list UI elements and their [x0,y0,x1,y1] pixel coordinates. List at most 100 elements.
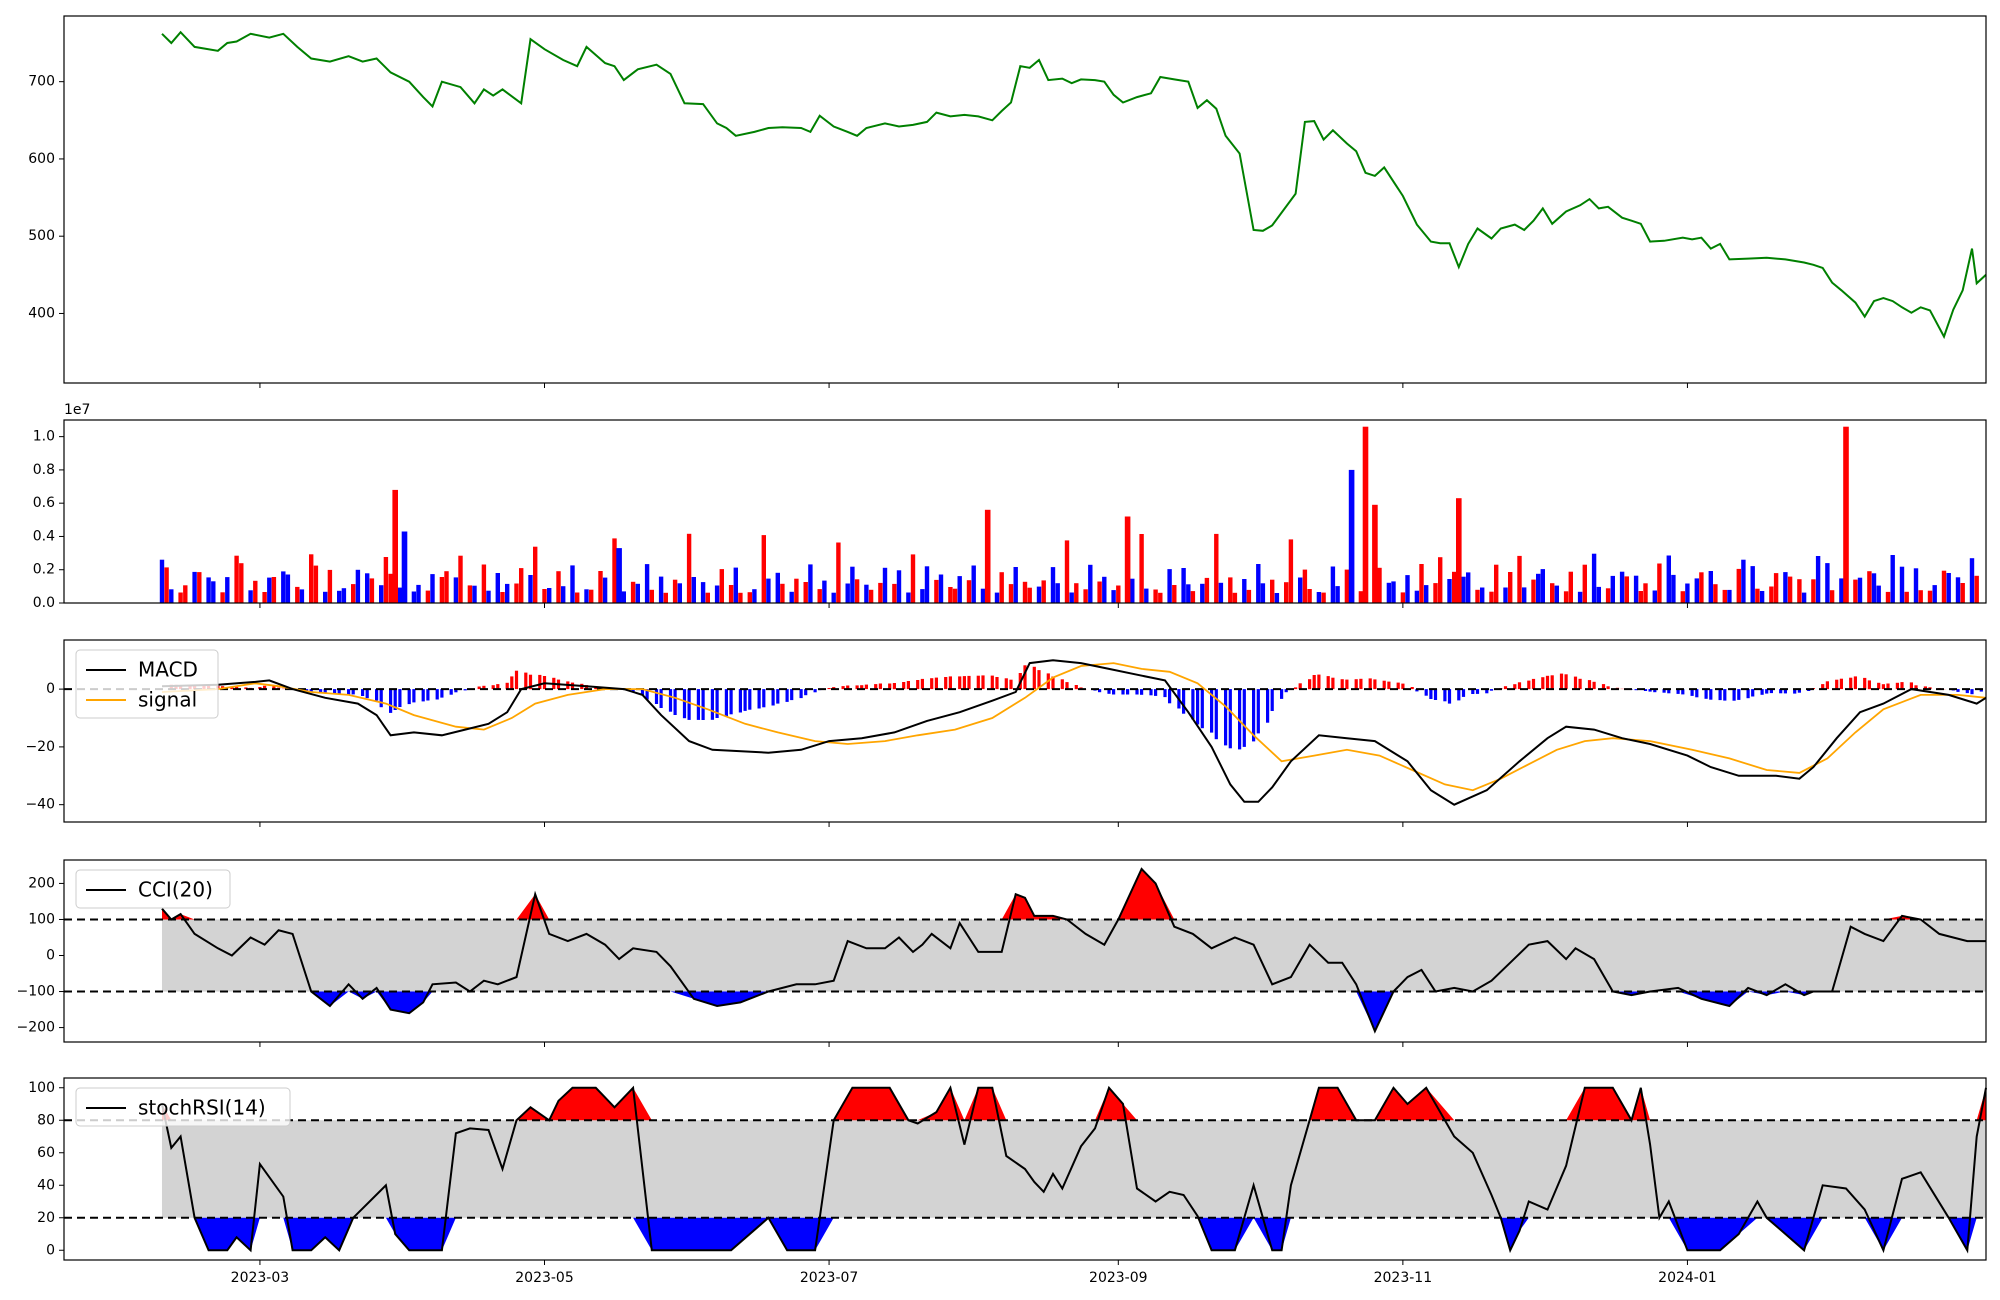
macd-histogram-bar [1107,689,1111,694]
macd-histogram-bar [1578,678,1582,690]
volume-bar [831,592,836,603]
volume-bar [934,579,939,603]
volume-bar [728,585,734,603]
macd-histogram-bar [365,689,369,699]
volume-bar [1550,583,1555,603]
macd-histogram-bar [1415,689,1419,692]
volume-bar [672,579,678,603]
volume-spike-bar [1362,426,1369,603]
macd-histogram-bar [1695,689,1699,698]
macd-histogram-bar [258,687,262,690]
macd-histogram-bar [958,676,962,690]
volume-bar [644,564,650,603]
volume-bar [1027,587,1032,603]
volume-bar [789,591,794,603]
volume-bar [1190,591,1196,603]
macd-histogram-bar [1909,682,1913,690]
volume-bar [1913,568,1919,603]
volume-bar [1638,591,1643,603]
macd-histogram-bar [1853,676,1857,690]
volume-bar [1228,577,1233,603]
stochrsi-line [161,1085,1987,1254]
macd-histogram-bar [1065,682,1069,690]
volume-bar [341,588,347,603]
signal-line [161,662,1987,792]
macd-histogram-bar [1326,676,1330,690]
volume-bar [598,571,603,603]
stochrsi-oversold-fill [162,1217,1986,1251]
volume-bar [285,574,291,603]
macd-histogram-bar [1359,678,1363,690]
volume-bar [1424,585,1429,603]
macd-histogram-bar [1447,689,1452,704]
price-frame [63,15,1987,384]
macd-histogram-bar [1648,689,1652,692]
macd-histogram-bar [1606,686,1610,690]
macd-histogram-bar [379,689,383,708]
macd-histogram-bar [1662,689,1666,693]
volume-spike-bar [1124,516,1131,603]
volume-bar [1801,592,1807,603]
volume-bar [519,568,524,603]
volume-bar [337,590,342,603]
volume-bar [1298,577,1303,603]
volume-bar [864,584,869,603]
macd-histogram-bar [1923,686,1927,690]
volume-bar [500,592,505,603]
cci-line [161,867,1986,1034]
macd-histogram-bar [1191,689,1195,720]
volume-bar [1260,583,1266,603]
volume-bar [1563,591,1569,603]
volume-bar [351,584,356,603]
volume-bar [472,585,477,603]
macd-histogram-bar [776,689,780,704]
macd-histogram-bar [1867,680,1871,690]
volume-bar [1825,563,1830,603]
volume-bar [971,565,976,603]
macd-histogram-bar [860,685,864,690]
macd-histogram-bar [1433,689,1438,700]
volume-ytick-label: 0.8 [33,462,55,478]
volume-bar [1783,572,1788,603]
volume-bar [1722,589,1727,603]
macd-histogram-bar [351,689,355,695]
macd-histogram-bar [496,684,500,690]
volume-bar [1475,589,1480,603]
macd-histogram-bar [1224,689,1228,746]
macd-histogram-bar [1387,681,1391,690]
stochrsi-ytick-label: 100 [28,1080,55,1096]
x-tick-label: 2023-09 [1089,1270,1148,1286]
volume-bar [1759,591,1765,603]
macd-histogram-bar [1410,687,1414,690]
macd-histogram-bar [1051,676,1055,690]
cci-band-fill [161,919,1986,992]
volume-bar [1284,582,1289,603]
volume-bar [416,584,421,603]
x-tick-label: 2023-07 [800,1270,859,1286]
volume-bar [262,592,267,603]
volume-bar [845,583,850,603]
volume-bar [1102,576,1107,603]
stochrsi-overbought-fill [162,1087,1986,1121]
volume-bar [1172,585,1177,603]
volume-bar [1890,555,1895,603]
volume-bar [379,585,384,603]
volume-bar [1116,585,1121,603]
volume-bar [1274,593,1280,603]
volume-bar [225,577,230,603]
volume-bar [635,583,640,603]
volume-bar [1969,558,1975,603]
x-tick-label: 2023-05 [515,1270,574,1286]
macd-histogram-bar [1317,674,1321,690]
macd-histogram-bar [1779,689,1783,694]
volume-bar [808,564,813,603]
volume-bar [313,565,319,603]
macd-histogram-bar [263,685,267,690]
volume-bar [547,588,552,603]
volume-bar [658,576,664,603]
volume-bar [705,592,710,603]
volume-bar [1130,578,1135,603]
volume-panel: 0.0 0.2 0.4 0.6 0.8 1.0 1e7 [33,402,1987,611]
macd-histogram-bar [878,683,882,690]
macd-histogram-bar [398,689,402,707]
